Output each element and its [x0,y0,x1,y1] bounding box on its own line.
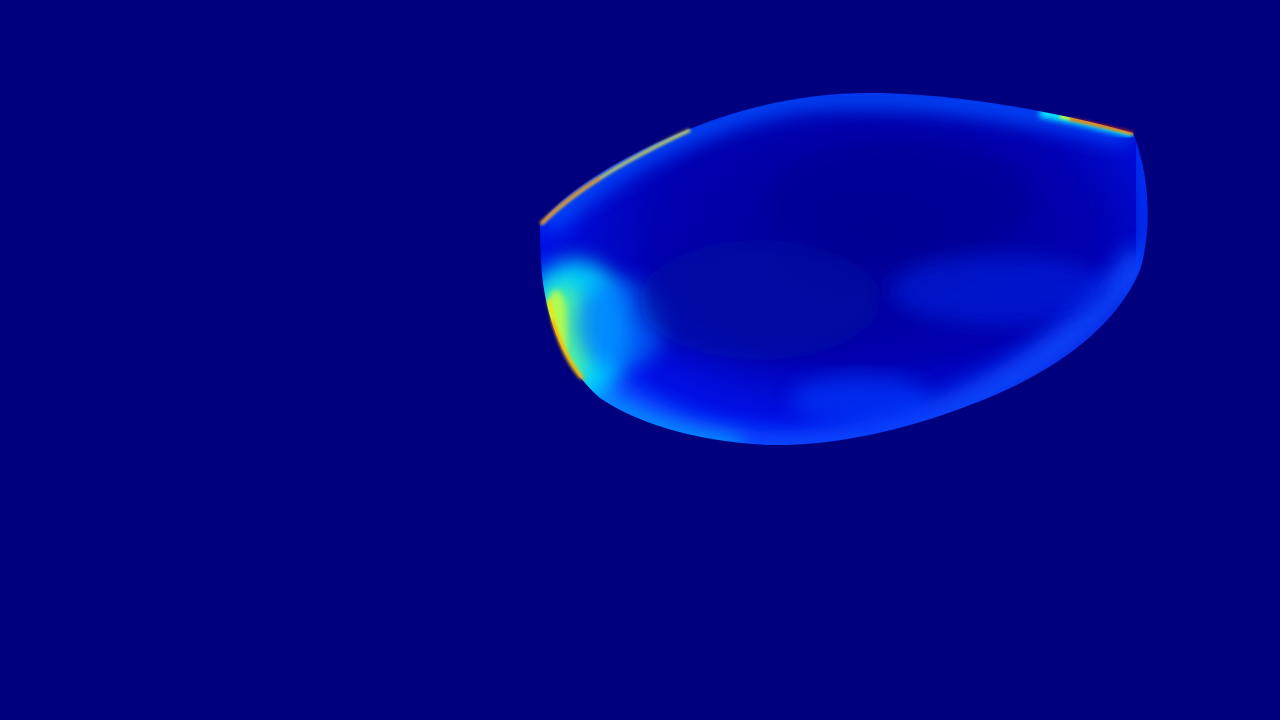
top-right-hot-rim [1069,117,1134,135]
surface-shading [540,92,1148,446]
